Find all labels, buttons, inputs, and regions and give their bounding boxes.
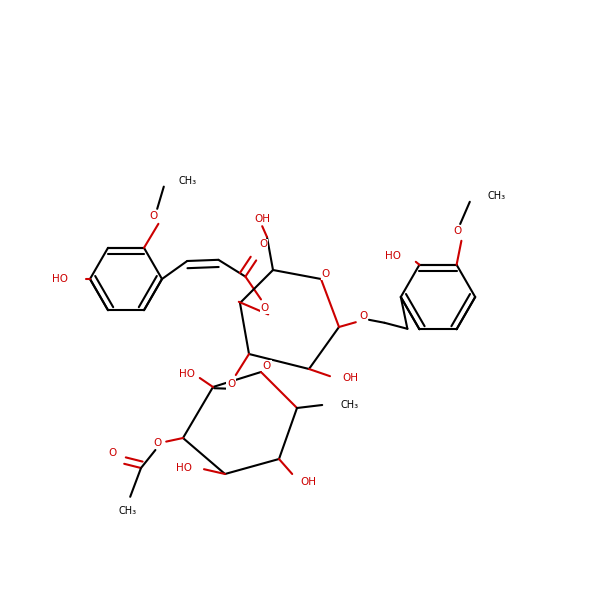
Text: O: O	[108, 448, 116, 458]
Text: O: O	[322, 269, 330, 279]
Text: O: O	[359, 311, 367, 321]
Text: OH: OH	[300, 477, 316, 487]
Text: O: O	[454, 226, 462, 236]
Text: CH₃: CH₃	[119, 506, 137, 516]
Text: O: O	[227, 379, 235, 389]
Text: O: O	[149, 211, 157, 221]
Text: HO: HO	[179, 369, 195, 379]
Text: HO: HO	[176, 463, 192, 473]
Text: O: O	[260, 304, 269, 313]
Text: CH₃: CH₃	[340, 400, 358, 410]
Text: O: O	[263, 361, 271, 371]
Text: O: O	[259, 239, 268, 249]
Text: CH₃: CH₃	[179, 176, 197, 185]
Text: O: O	[153, 438, 161, 448]
Text: OH: OH	[342, 373, 358, 383]
Text: CH₃: CH₃	[488, 191, 506, 201]
Text: HO: HO	[52, 274, 68, 284]
Text: OH: OH	[254, 214, 270, 224]
Text: HO: HO	[385, 251, 401, 262]
